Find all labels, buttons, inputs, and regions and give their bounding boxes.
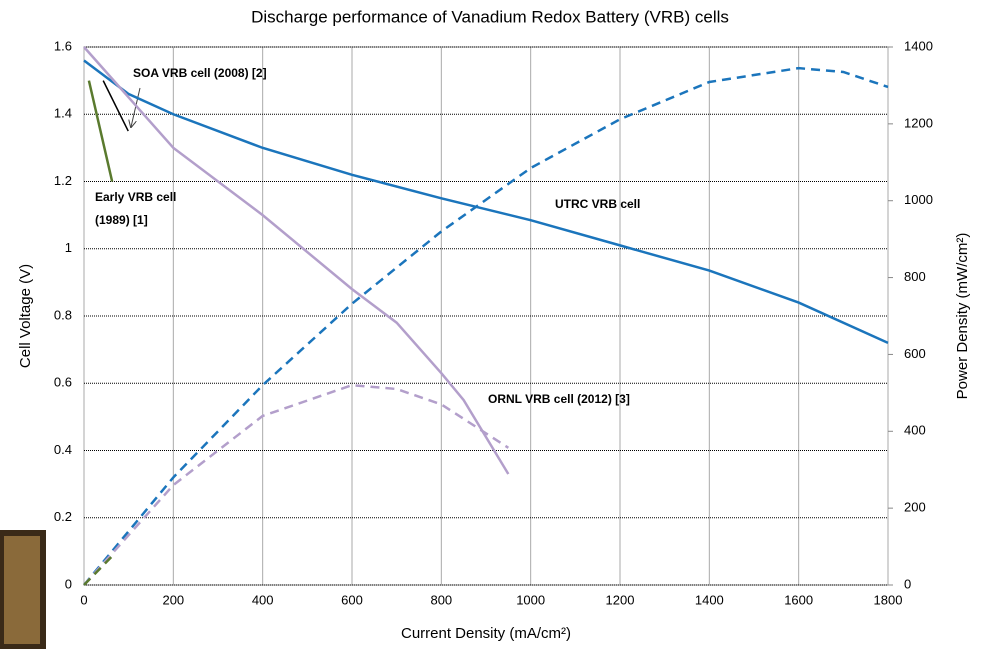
y2-tick-label: 1400	[904, 38, 933, 53]
y-tick-label: 0.8	[54, 307, 72, 322]
y-tick-label: 1.4	[54, 106, 72, 121]
x-tick-label: 1400	[695, 592, 724, 607]
series-line	[103, 81, 128, 131]
annotation: UTRC VRB cell	[555, 197, 640, 211]
annotation: ORNL VRB cell (2012) [3]	[488, 392, 630, 406]
x-tick-label: 400	[252, 592, 274, 607]
x-tick-label: 1200	[606, 592, 635, 607]
y-tick-label: 0	[65, 576, 72, 591]
y2-tick-label: 1000	[904, 192, 933, 207]
x-axis-label: Current Density (mA/cm²)	[401, 625, 571, 642]
x-tick-label: 0	[80, 592, 87, 607]
y-tick-label: 0.4	[54, 442, 72, 457]
y-tick-label: 1.6	[54, 38, 72, 53]
y2-tick-label: 800	[904, 269, 926, 284]
y2-tick-label: 1200	[904, 115, 933, 130]
x-tick-label: 1000	[516, 592, 545, 607]
annotation: Early VRB cell	[95, 190, 176, 204]
y-tick-label: 0.2	[54, 509, 72, 524]
y2-axis-label: Power Density (mW/cm²)	[954, 233, 971, 400]
annotation: (1989) [1]	[95, 213, 148, 227]
y2-tick-label: 600	[904, 346, 926, 361]
x-tick-label: 200	[162, 592, 184, 607]
x-tick-label: 1600	[784, 592, 813, 607]
series-line	[84, 556, 112, 585]
y2-tick-label: 200	[904, 500, 926, 515]
x-tick-label: 1800	[874, 592, 903, 607]
series-line	[89, 81, 112, 182]
y-axis-label: Cell Voltage (V)	[17, 264, 34, 368]
photo-fragment-inner	[4, 536, 40, 644]
series-line	[84, 68, 888, 585]
series-line	[84, 47, 508, 474]
y-tick-label: 1	[65, 240, 72, 255]
y-tick-label: 0.6	[54, 375, 72, 390]
chart-title: Discharge performance of Vanadium Redox …	[251, 7, 729, 26]
y2-tick-label: 400	[904, 423, 926, 438]
y-tick-label: 1.2	[54, 173, 72, 188]
series-line	[84, 385, 508, 585]
x-tick-label: 600	[341, 592, 363, 607]
series-line	[84, 60, 888, 342]
chart: Discharge performance of Vanadium Redox …	[0, 0, 981, 649]
x-tick-label: 800	[430, 592, 452, 607]
y2-tick-label: 0	[904, 576, 911, 591]
annotation: SOA VRB cell (2008) [2]	[133, 66, 267, 80]
